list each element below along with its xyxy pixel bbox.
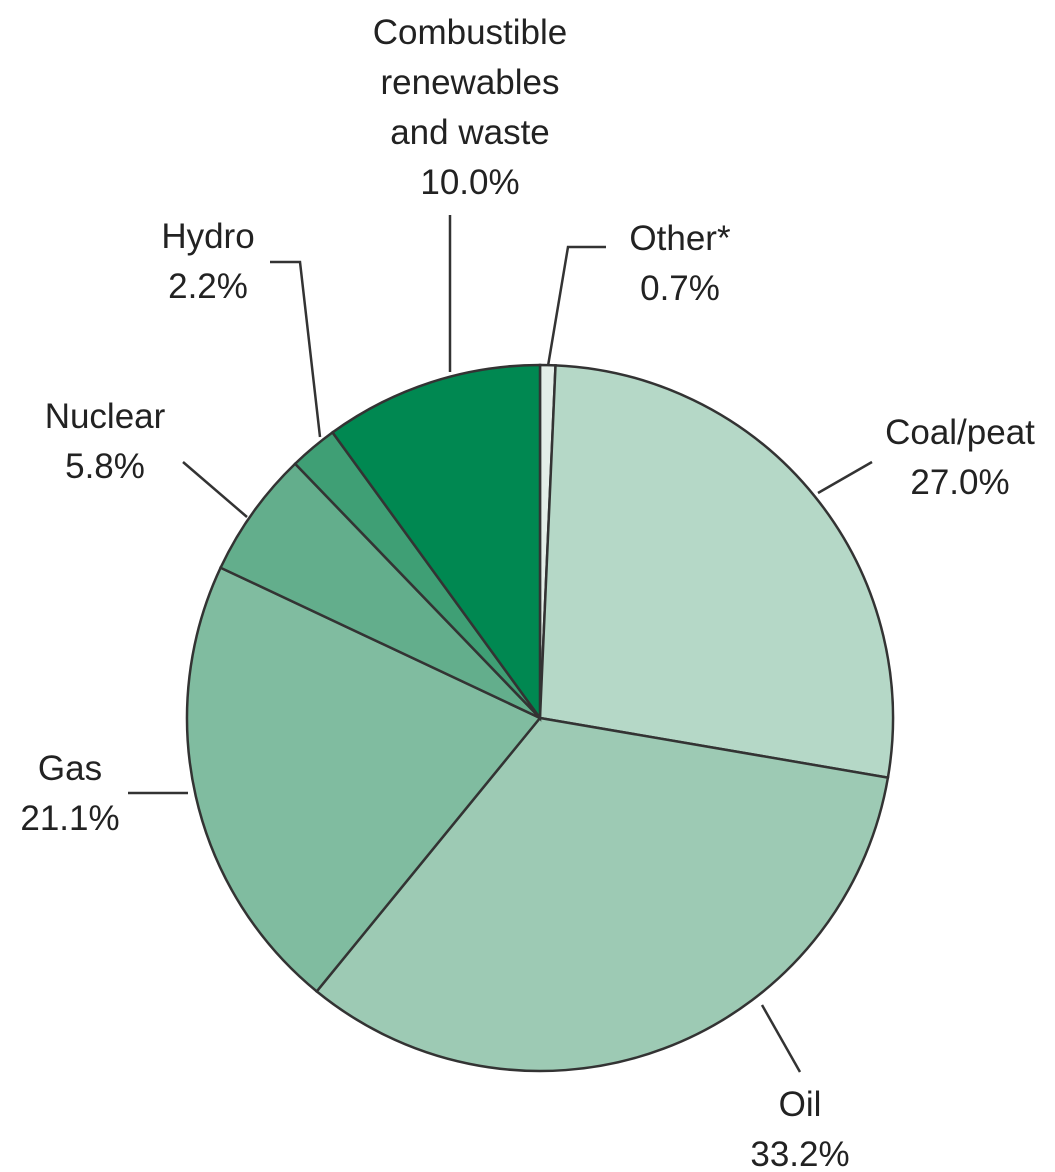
slice-label: Combustible renewables and waste 10.0% bbox=[350, 8, 590, 208]
slice-name: Coal/peat bbox=[885, 413, 1035, 452]
slice-value: 21.1% bbox=[20, 799, 120, 838]
slice-value: 10.0% bbox=[420, 163, 520, 202]
pie-slice bbox=[218, 461, 541, 720]
slice-label: Coal/peat 27.0% bbox=[860, 408, 1055, 508]
leader-line bbox=[182, 461, 248, 518]
pie-slice bbox=[330, 363, 542, 722]
slice-name: Hydro bbox=[161, 217, 255, 256]
pie-slice bbox=[185, 566, 542, 994]
slice-name: Nuclear bbox=[44, 397, 166, 436]
leader-line bbox=[817, 460, 873, 495]
slice-label: Nuclear 5.8% bbox=[5, 392, 205, 492]
leader-line bbox=[546, 245, 606, 367]
slice-label: Other* 0.7% bbox=[580, 214, 780, 314]
slice-name: Combustible renewables and waste bbox=[372, 13, 568, 152]
slice-label: Gas 21.1% bbox=[0, 744, 150, 844]
slice-name: Other* bbox=[629, 219, 731, 258]
pie-slice bbox=[314, 716, 890, 1073]
slice-name: Oil bbox=[778, 1085, 822, 1124]
slice-value: 27.0% bbox=[910, 463, 1010, 502]
slice-label: Hydro 2.2% bbox=[108, 212, 308, 312]
pie-slice bbox=[538, 364, 895, 780]
slice-value: 0.7% bbox=[640, 269, 720, 308]
slice-name: Gas bbox=[37, 749, 103, 788]
slice-label: Oil 33.2% bbox=[700, 1080, 900, 1172]
slice-value: 2.2% bbox=[168, 267, 248, 306]
slice-value: 5.8% bbox=[65, 447, 145, 486]
leader-line bbox=[760, 1004, 802, 1073]
leader-line bbox=[270, 260, 322, 438]
slice-value: 33.2% bbox=[750, 1135, 850, 1172]
